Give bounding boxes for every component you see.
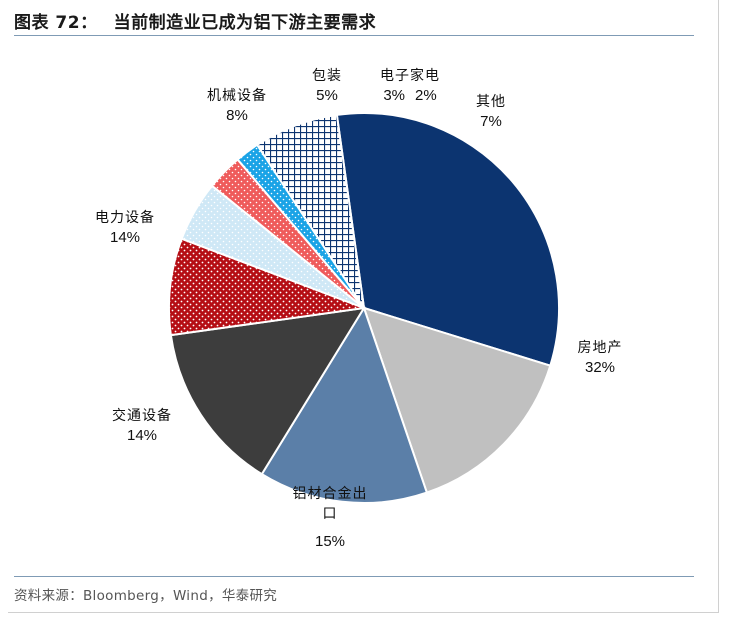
- pie-slice-5: [168, 237, 365, 337]
- slice-label-value: 7%: [480, 113, 502, 130]
- slice-label-name: 电力设备: [95, 210, 155, 226]
- slice-label-name: 电子: [380, 68, 410, 84]
- slice-label-alloy-export: 铝材合金出口 15%: [275, 484, 385, 552]
- pie-slice-2: [362, 306, 552, 494]
- figure-title-text: 当前制造业已成为铝下游主要需求: [113, 13, 377, 33]
- slice-label-name: 机械设备: [207, 88, 267, 104]
- slice-label-value: 8%: [226, 107, 248, 124]
- pie-slice-3: [260, 305, 429, 504]
- figure-title: 图表 72： 当前制造业已成为铝下游主要需求: [14, 8, 376, 33]
- slice-label-name: 包装: [312, 68, 342, 84]
- pie-slice-9: [255, 113, 365, 309]
- pie-slice-4: [169, 306, 366, 476]
- slice-label-value: 15%: [314, 533, 346, 550]
- slice-label-packaging: 包装 5%: [302, 66, 352, 106]
- slice-label-transport: 交通设备 14%: [102, 406, 182, 446]
- slice-label-value: 5%: [316, 87, 338, 104]
- slice-label-electronics-appliances: 电子家电 3% 2%: [368, 66, 452, 106]
- slice-label-name: 家电: [410, 68, 440, 84]
- slice-label-power: 电力设备 14%: [85, 208, 165, 248]
- slice-label-value: 2%: [415, 87, 437, 104]
- slice-label-real-estate: 房地产 32%: [565, 338, 635, 378]
- pie-slice-1: [335, 112, 560, 367]
- source-note: 资料来源：Bloomberg，Wind，华泰研究: [14, 588, 278, 604]
- slice-label-value: 14%: [126, 427, 158, 444]
- slice-label-name: 房地产: [577, 340, 623, 356]
- slice-label-name-cont: 口: [322, 506, 338, 522]
- figure-frame: [8, 0, 719, 613]
- slice-label-value: 3%: [383, 87, 405, 104]
- slice-label-value: 14%: [109, 229, 141, 246]
- source-rule: [14, 576, 694, 577]
- slice-label-name: 其他: [476, 94, 506, 110]
- slice-label-machinery: 机械设备 8%: [192, 86, 282, 126]
- slice-label-name: 铝材合金出: [292, 486, 368, 502]
- slice-label-name: 交通设备: [112, 408, 172, 424]
- figure-number: 图表 72：: [14, 13, 98, 33]
- slice-label-other: 其他 7%: [466, 92, 516, 132]
- title-rule: [14, 35, 694, 36]
- slice-label-value: 32%: [584, 359, 616, 376]
